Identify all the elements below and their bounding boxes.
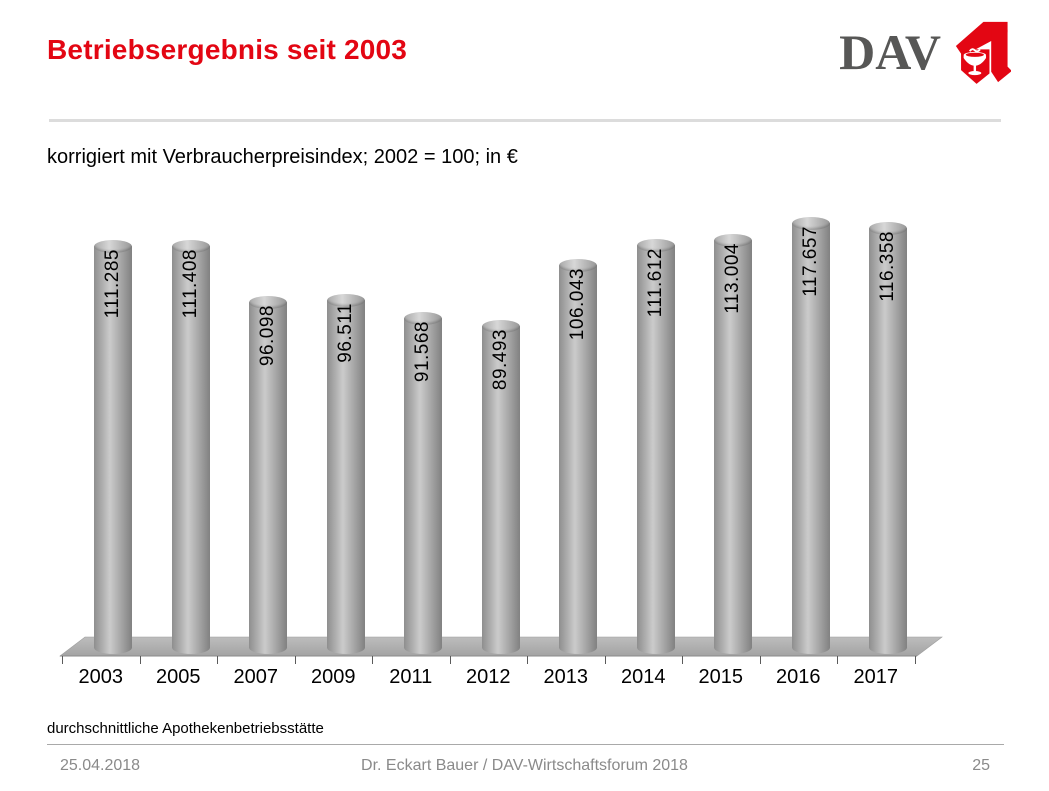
x-axis-tick (759, 656, 761, 664)
note-underline (47, 744, 1004, 745)
cylinder-body (869, 228, 908, 648)
cylinder-top (791, 217, 830, 230)
bar-2007: 96.098 (249, 296, 288, 654)
cylinder-top (869, 222, 908, 235)
x-axis-tick (604, 656, 606, 664)
cylinder-body (791, 223, 830, 648)
x-axis-label-2005: 2005 (156, 666, 201, 688)
cylinder-body (481, 326, 520, 648)
cylinder-top (94, 240, 133, 253)
bar-value-label: 91.568 (412, 321, 434, 383)
bar-value-label: 96.098 (257, 305, 279, 367)
apotheke-a-logo-icon (949, 20, 1011, 84)
x-axis-label-2012: 2012 (466, 666, 511, 688)
bar-value-label: 117.657 (799, 226, 821, 297)
x-axis-tick (837, 656, 838, 664)
x-axis-tick (449, 656, 451, 664)
bar-value-label: 96.511 (334, 303, 356, 363)
bar-2003: 111.285 (94, 240, 133, 654)
footer-author: Dr. Eckart Bauer / DAV-Wirtschaftsforum … (361, 757, 688, 774)
footer-date: 25.04.2018 (60, 757, 141, 774)
bar-value-label: 113.004 (722, 243, 744, 314)
x-axis-tick (914, 656, 916, 664)
x-axis-tick (294, 656, 296, 664)
cylinder-top (636, 239, 675, 252)
cylinder-top (326, 294, 365, 307)
bar-2005: 111.408 (171, 240, 210, 654)
bar-2016: 117.657 (791, 217, 830, 654)
x-axis-tick (62, 656, 63, 664)
cylinder-top (171, 240, 210, 253)
bar-value-label: 111.612 (644, 248, 666, 318)
x-axis-label-2013: 2013 (543, 666, 589, 688)
cylinder-body (94, 246, 133, 648)
cylinder-top (404, 312, 443, 325)
cylinder-top (249, 296, 288, 309)
bar-2015: 113.004 (714, 234, 753, 654)
cylinder-top (481, 320, 520, 333)
x-axis-label-2014: 2014 (621, 666, 666, 688)
cylinder-body (404, 318, 443, 648)
bar-value-label: 111.285 (102, 249, 124, 319)
bar-2013: 106.043 (559, 259, 598, 654)
x-axis-label-2016: 2016 (776, 666, 821, 688)
bar-value-label: 111.408 (179, 249, 201, 319)
cylinder-top (559, 259, 598, 272)
x-axis-label-2007: 2007 (233, 666, 279, 688)
bar-value-label: 116.358 (877, 231, 899, 302)
cylinder-body (326, 300, 365, 648)
bar-2017: 116.358 (869, 222, 908, 654)
cylinder-body (171, 246, 210, 648)
chart-subtitle: korrigiert mit Verbraucherpreisindex; 20… (47, 146, 518, 168)
x-axis-tick (217, 656, 218, 664)
cylinder-body (714, 240, 753, 648)
bar-2012: 89.493 (481, 320, 520, 654)
dav-logo: DAV (839, 20, 1011, 84)
dav-logo-text: DAV (839, 23, 941, 80)
x-axis-tick (527, 656, 528, 664)
cylinder-body (249, 302, 288, 648)
x-axis-tick (139, 656, 141, 664)
bar-value-label: 106.043 (567, 268, 589, 341)
cylinder-body (636, 245, 675, 648)
x-axis-label-2009: 2009 (311, 666, 356, 688)
bar-2009: 96.511 (326, 294, 365, 654)
chart-note: durchschnittliche Apothekenbetriebsstätt… (47, 720, 324, 737)
x-axis-label-2015: 2015 (698, 666, 744, 688)
cylinder-body (559, 265, 598, 648)
header-divider (49, 119, 1001, 122)
footer-page-number: 25 (972, 757, 990, 774)
bar-value-label: 89.493 (489, 329, 511, 391)
x-axis-label-2011: 2011 (389, 666, 433, 688)
x-axis-tick (372, 656, 373, 664)
x-axis-label-2003: 2003 (78, 666, 124, 688)
x-axis-label-2017: 2017 (853, 666, 899, 688)
bar-2014: 111.612 (636, 239, 675, 654)
cylinder-top (714, 234, 753, 247)
page-title: Betriebsergebnis seit 2003 (47, 34, 408, 65)
x-axis-tick (682, 656, 683, 664)
bar-2011: 91.568 (404, 312, 443, 654)
